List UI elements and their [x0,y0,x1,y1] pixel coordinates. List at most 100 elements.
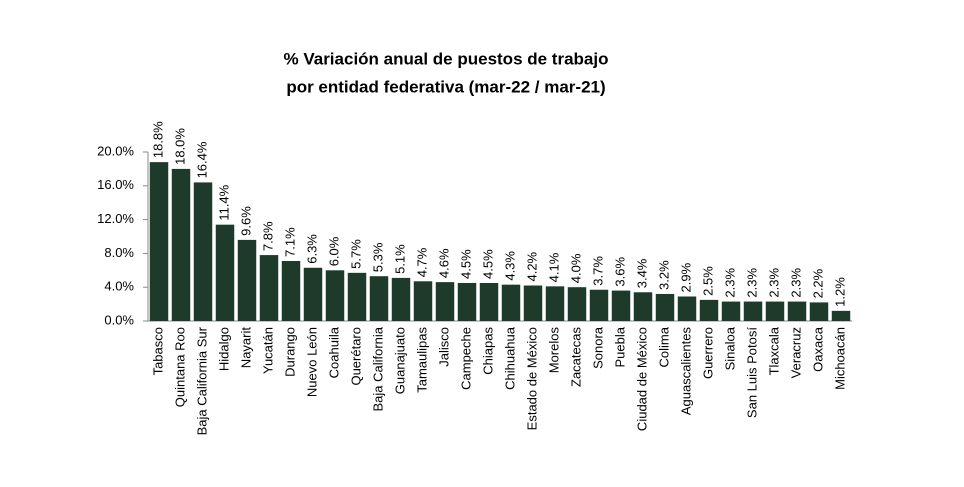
value-label: 2.9% [678,262,693,292]
x-tick-label: Tabasco [150,327,165,375]
x-tick-label: Guanajuato [392,327,407,394]
value-label: 4.5% [480,249,495,279]
value-label: 4.6% [436,248,451,278]
value-label: 2.3% [766,267,781,297]
bar [281,261,301,321]
bar [545,286,565,321]
x-tick-label: Morelos [546,327,561,374]
bar [787,301,807,321]
value-label: 4.3% [502,251,517,281]
value-label: 4.1% [546,252,561,282]
x-tick-label: Colima [656,326,671,367]
bar [435,282,455,321]
bar [171,168,191,321]
bar [589,289,609,321]
bar [743,301,763,321]
bar [259,255,279,321]
x-tick-label: Coahuila [326,326,341,378]
x-tick-label: Aguascalientes [678,327,693,416]
value-label: 2.3% [744,267,759,297]
value-label: 5.7% [348,239,363,269]
x-tick-label: Tlaxcala [766,326,781,375]
bar [611,290,631,321]
x-tick-label: Campeche [458,327,473,390]
x-tick-label: Sonora [590,326,605,369]
bar [523,285,543,321]
value-label: 11.4% [216,184,231,220]
chart-title: % Variación anual de puestos de trabajo [284,49,609,68]
x-tick-label: Tamaulipas [414,327,429,393]
bar [215,224,235,321]
x-tick-label: Jalisco [436,327,451,367]
y-tick-label: 8.0% [104,245,134,260]
bar [567,287,587,321]
bar [369,276,389,321]
x-tick-label: Querétaro [348,327,363,386]
value-label: 4.2% [524,251,539,281]
x-tick-label: Zacatecas [568,327,583,387]
chart-title: por entidad federativa (mar-22 / mar-21) [286,77,605,96]
bar [193,182,213,321]
value-label: 6.3% [304,234,319,264]
value-label: 4.5% [458,249,473,279]
value-label: 4.0% [568,253,583,283]
value-label: 1.2% [832,277,847,307]
value-label: 9.6% [238,206,253,236]
bar [501,284,521,321]
value-label: 3.7% [590,256,605,286]
value-label: 7.1% [282,227,297,257]
bar [721,301,741,321]
value-label: 2.3% [722,267,737,297]
x-tick-label: Baja California Sur [194,326,209,435]
value-label: 4.7% [414,247,429,277]
x-tick-label: Ciudad de México [634,327,649,431]
x-tick-label: Quintana Roo [172,327,187,407]
value-label: 18.0% [172,128,187,165]
value-label: 3.6% [612,257,627,287]
x-tick-label: Chiapas [480,327,495,375]
y-tick-label: 12.0% [97,211,134,226]
bar [479,282,499,321]
value-label: 3.4% [634,258,649,288]
y-tick-label: 0.0% [104,312,134,327]
value-label: 16.4% [194,141,209,178]
value-label: 18.8% [150,121,165,158]
x-tick-label: Sinaloa [722,326,737,370]
value-label: 5.1% [392,244,407,274]
y-tick-label: 20.0% [97,143,134,158]
x-tick-label: Durango [282,327,297,377]
x-tick-label: Baja California [370,326,385,411]
bar [831,310,851,321]
x-tick-label: Veracruz [788,327,803,378]
value-label: 2.3% [788,267,803,297]
x-tick-label: San Luis Potosí [744,327,759,418]
x-tick-label: Michoacán [832,327,847,390]
x-tick-label: Estado de México [524,327,539,430]
y-tick-label: 16.0% [97,177,134,192]
x-tick-label: Nayarit [238,327,253,369]
bar [149,162,169,321]
bar [765,301,785,321]
x-tick-label: Oaxaca [810,326,825,372]
y-tick-label: 4.0% [104,279,134,294]
bar [391,277,411,321]
bar [303,267,323,321]
bar [677,296,697,321]
bar [325,270,345,321]
bar [347,272,367,321]
x-tick-label: Hidalgo [216,327,231,371]
bar [809,302,829,321]
bar [655,293,675,321]
value-label: 5.3% [370,242,385,272]
bar [699,299,719,321]
value-label: 2.5% [700,266,715,296]
bar [633,292,653,321]
bar [457,282,477,321]
bar [237,239,257,321]
value-label: 3.2% [656,260,671,290]
value-label: 6.0% [326,236,341,266]
x-tick-label: Yucatán [260,327,275,374]
x-tick-label: Nuevo León [304,327,319,397]
